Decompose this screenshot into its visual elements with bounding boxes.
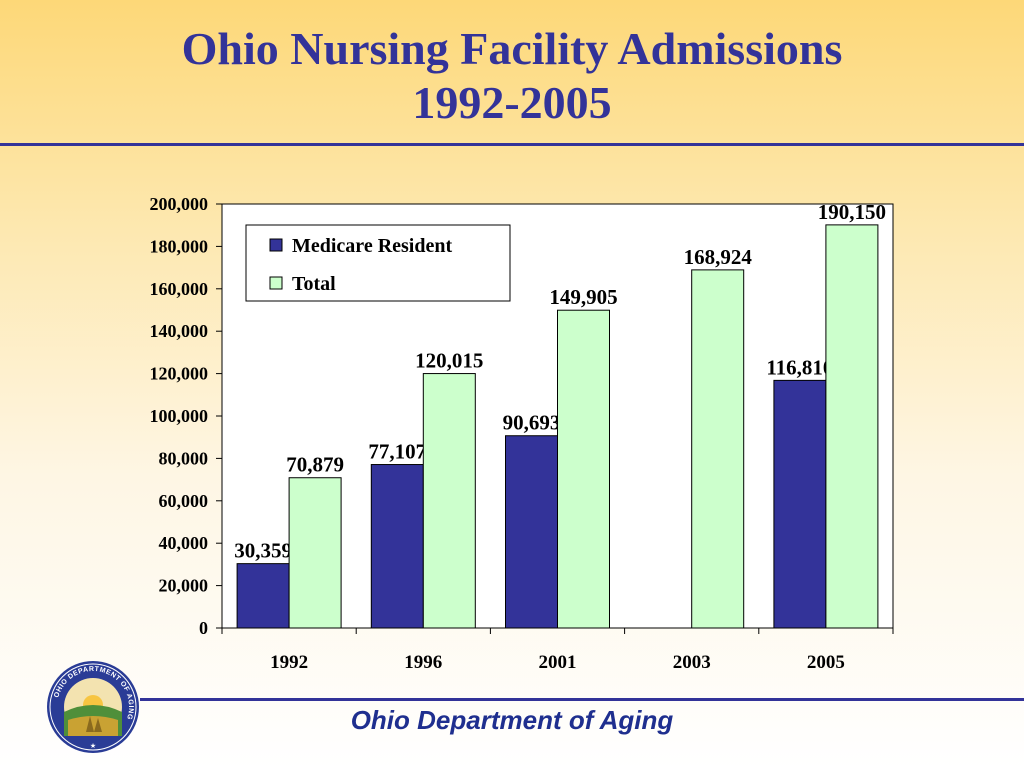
bar-total-1992 <box>288 477 342 629</box>
data-label: 70,879 <box>286 453 344 477</box>
data-label: 120,015 <box>415 349 483 373</box>
x-tick-label: 1996 <box>404 652 442 673</box>
legend-swatch <box>269 238 283 252</box>
bar-total-2003 <box>691 269 745 629</box>
y-tick-label: 120,000 <box>150 364 209 384</box>
y-tick-label: 180,000 <box>150 236 209 256</box>
data-label: 90,693 <box>503 411 561 435</box>
bar-medicare-resident-1996 <box>370 464 424 629</box>
footer-organization: Ohio Department of Aging <box>350 705 674 735</box>
bar-total-1996 <box>422 373 476 629</box>
y-tick-label: 20,000 <box>159 576 209 596</box>
data-label: 116,810 <box>766 355 833 379</box>
y-tick-label: 80,000 <box>159 448 209 468</box>
admissions-bar-chart: 0 20,000 40,000 60,000 80,000 100,000 120,000 1… <box>150 194 894 673</box>
data-label: 30,359 <box>234 539 292 563</box>
x-tick-label: 2005 <box>807 652 845 673</box>
bar-total-2005 <box>825 224 879 629</box>
title-line-1: Ohio Nursing Facility Admissions <box>181 23 843 74</box>
data-label: 168,924 <box>684 245 753 269</box>
bar-medicare-resident-2001 <box>505 435 558 629</box>
y-tick-label: 60,000 <box>159 491 209 511</box>
legend-swatch <box>269 276 283 290</box>
data-label: 77,107 <box>368 440 426 464</box>
legend-label: Total <box>292 273 336 295</box>
bar-medicare-resident-2005 <box>773 379 827 629</box>
x-tick-label: 2003 <box>673 652 711 673</box>
legend <box>245 224 511 302</box>
ohio-department-of-aging-seal: OHIO DEPARTMENT OF AGING ★ <box>47 661 139 753</box>
y-tick-label: 100,000 <box>150 406 209 426</box>
footer-divider <box>140 698 1024 701</box>
title-divider <box>0 143 1024 146</box>
bar-total-2001 <box>557 309 610 629</box>
y-tick-label: 40,000 <box>159 533 209 553</box>
data-label: 190,150 <box>818 200 886 224</box>
slide-title: Ohio Nursing Facility Admissions 1992-20… <box>0 22 1024 130</box>
x-tick-label: 1992 <box>270 652 308 673</box>
svg-text:★: ★ <box>90 742 96 750</box>
y-tick-label: 140,000 <box>150 321 209 341</box>
data-label: 149,905 <box>549 285 617 309</box>
legend-label: Medicare Resident <box>292 235 452 257</box>
y-tick-label: 200,000 <box>150 194 209 214</box>
title-line-2: 1992-2005 <box>412 77 612 128</box>
x-tick-label: 2001 <box>539 652 577 673</box>
y-tick-label: 160,000 <box>150 279 209 299</box>
bar-medicare-resident-1992 <box>236 563 290 629</box>
y-tick-label: 0 <box>199 618 208 638</box>
